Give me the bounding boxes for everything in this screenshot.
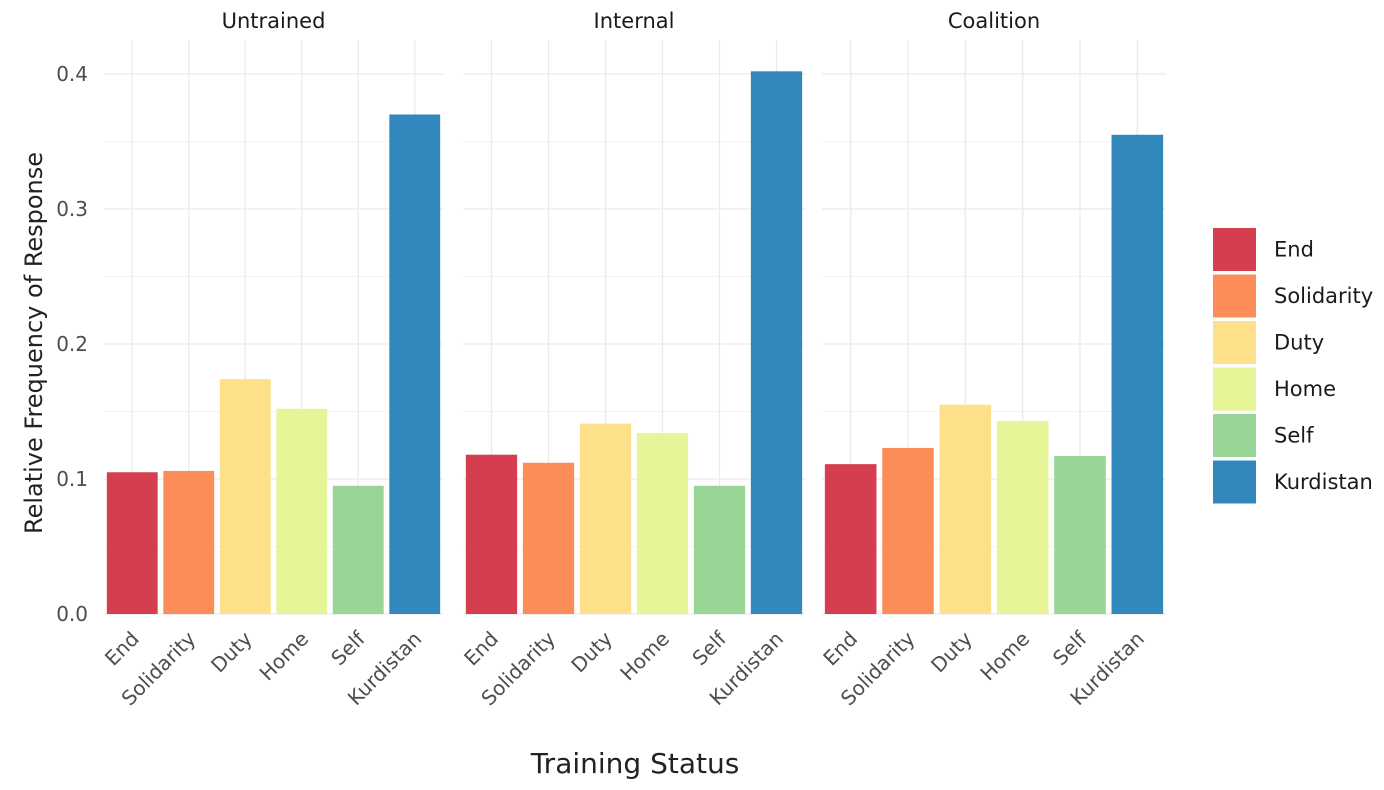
bar-duty [219, 379, 271, 614]
legend-label: Self [1274, 424, 1314, 448]
x-tick-label: Home [615, 627, 674, 686]
bar-solidarity [522, 462, 575, 614]
x-axis-title: Training Status [530, 747, 740, 780]
legend-key-self [1213, 414, 1256, 457]
x-tick-label: Home [975, 627, 1034, 686]
legend-label: Home [1274, 377, 1336, 401]
bars-layer [106, 71, 1164, 615]
legend: End Solidarity Duty Home Self Kurdistan [1213, 228, 1373, 504]
legend-label: Duty [1274, 331, 1324, 355]
x-tick-label: End [459, 627, 503, 671]
y-tick-label: 0.2 [56, 332, 88, 356]
bar-home [276, 408, 328, 614]
bar-self [332, 485, 384, 614]
x-tick-label: End [818, 627, 862, 671]
legend-key-duty [1213, 321, 1256, 364]
bar-self [1054, 456, 1106, 614]
bar-end [106, 472, 158, 614]
bar-home [996, 420, 1049, 614]
y-tick-label: 0.3 [56, 197, 88, 221]
legend-key-end [1213, 228, 1256, 271]
y-tick-label: 0.1 [56, 467, 88, 491]
y-tick-label: 0.4 [56, 62, 88, 86]
bar-duty [939, 404, 992, 614]
bar-end [824, 464, 877, 614]
x-tick-label: End [100, 627, 144, 671]
facet-title: Internal [594, 9, 675, 33]
bar-kurdistan [1111, 134, 1164, 614]
bar-duty [579, 423, 632, 614]
legend-label: Kurdistan [1274, 470, 1373, 494]
bar-kurdistan [750, 71, 803, 615]
bar-solidarity [163, 470, 215, 614]
x-tick-label: Duty [206, 626, 257, 677]
bar-solidarity [882, 447, 934, 614]
x-tick-label: Duty [926, 626, 977, 677]
legend-label: End [1274, 238, 1314, 262]
facet-title: Untrained [222, 9, 326, 33]
x-tick-label: Home [255, 627, 314, 686]
x-tick-label: Self [1048, 626, 1092, 670]
y-tick-label: 0.0 [56, 602, 88, 626]
legend-key-home [1213, 367, 1256, 411]
bar-kurdistan [389, 114, 441, 614]
y-axis-title: Relative Frequency of Response [20, 152, 48, 534]
x-tick-label: Self [687, 626, 731, 670]
facet-title: Coalition [948, 9, 1040, 33]
x-tick-label: Self [326, 626, 370, 670]
x-tick-label: Duty [566, 626, 617, 677]
legend-label: Solidarity [1274, 284, 1373, 308]
legend-key-solidarity [1213, 274, 1256, 318]
legend-key-kurdistan [1213, 460, 1256, 504]
bar-end [465, 454, 518, 614]
bar-home [636, 433, 689, 614]
bar-self [693, 485, 746, 614]
